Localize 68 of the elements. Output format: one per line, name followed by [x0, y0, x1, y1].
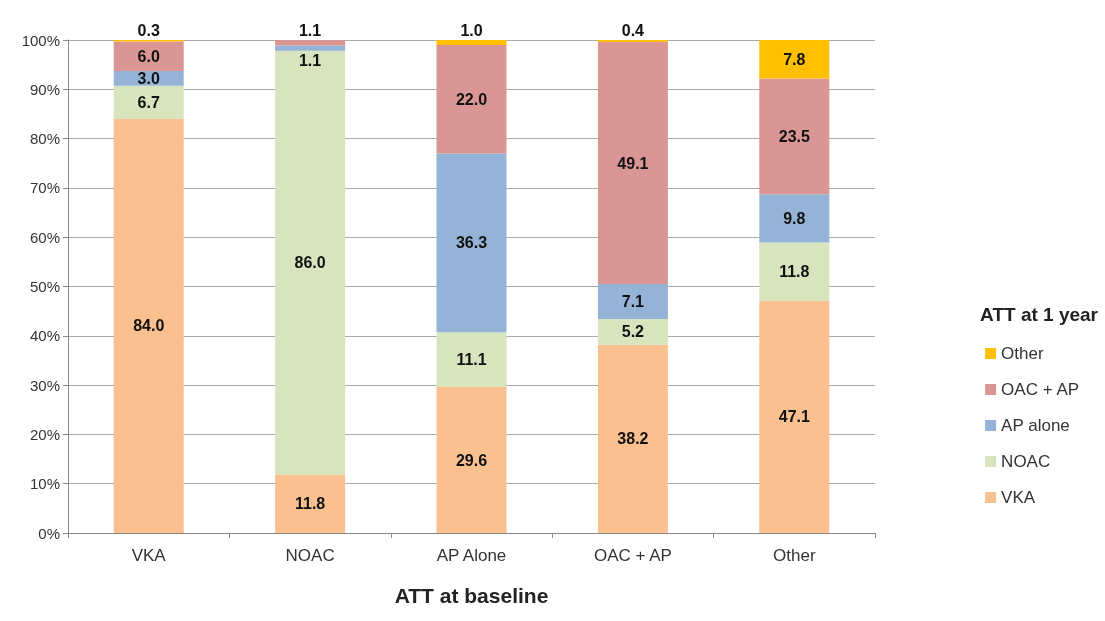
bar [436, 387, 507, 533]
data-label: 0.3 [137, 21, 160, 39]
legend-label: OAC + AP [1001, 380, 1080, 399]
data-label: 7.1 [621, 293, 645, 311]
data-label: 49.1 [617, 154, 649, 172]
data-label: 1.0 [460, 21, 483, 39]
data-label: 84.0 [133, 317, 165, 335]
data-label: 7.8 [783, 50, 806, 68]
data-label: 5.2 [621, 323, 645, 341]
x-tick-label: OAC + AP [593, 546, 672, 565]
data-label: 29.6 [455, 451, 488, 469]
legend-title: ATT at 1 year [980, 304, 1099, 325]
bar [436, 153, 507, 333]
x-tick-label: Other [773, 546, 816, 565]
bar [597, 284, 668, 320]
legend-label: Other [1001, 344, 1044, 363]
bar [113, 85, 184, 119]
data-label: 11.8 [294, 495, 326, 513]
bar [113, 118, 184, 533]
x-axis-title: ATT at baseline [394, 584, 549, 607]
bar [759, 242, 830, 301]
y-tick-label: 50% [29, 278, 60, 295]
bar [759, 300, 830, 533]
data-label: 9.8 [783, 209, 806, 227]
data-label: 3.0 [137, 69, 160, 87]
bar [113, 41, 184, 72]
data-label: 22.0 [455, 90, 488, 108]
data-label: 36.3 [455, 234, 488, 252]
legend-label: NOAC [1001, 452, 1051, 471]
data-label: 86.0 [294, 254, 326, 272]
y-tick-label: 20% [29, 425, 60, 443]
y-tick-label: 70% [29, 179, 60, 197]
bar [275, 45, 346, 51]
bar [275, 50, 346, 475]
x-tick-label: AP Alone [436, 546, 507, 565]
data-label: 0.4 [621, 21, 645, 39]
data-label: 11.8 [779, 263, 810, 281]
y-tick-label: 100% [21, 31, 60, 49]
data-label: 38.2 [617, 430, 649, 448]
data-label: 23.5 [778, 127, 810, 145]
bar [436, 332, 507, 388]
y-tick-label: 40% [29, 327, 60, 345]
data-label: 1.1 [298, 21, 322, 39]
bar [759, 40, 830, 79]
y-tick-label: 60% [29, 228, 60, 246]
x-tick-label: VKA [131, 546, 167, 565]
y-tick-label: 80% [29, 130, 60, 148]
y-tick-label: 30% [29, 376, 60, 394]
bar [597, 344, 668, 533]
bar [436, 44, 507, 154]
bar [759, 194, 830, 243]
y-tick-label: 0% [38, 524, 60, 542]
bar [597, 319, 668, 345]
data-label: 11.1 [456, 351, 487, 369]
legend-label: AP alone [1001, 416, 1070, 435]
bar [275, 474, 346, 533]
legend-label: VKA [1001, 488, 1036, 507]
bar [436, 40, 507, 45]
x-tick-label: NOAC [285, 546, 335, 565]
y-tick-label: 10% [29, 475, 60, 493]
data-label: 6.0 [137, 47, 160, 65]
y-tick-label: 90% [29, 80, 60, 98]
bar [759, 78, 830, 195]
data-label: 47.1 [778, 408, 810, 426]
bar [275, 40, 346, 46]
bar [597, 41, 668, 285]
data-label: 6.7 [137, 93, 160, 111]
data-label: 1.1 [298, 52, 322, 70]
